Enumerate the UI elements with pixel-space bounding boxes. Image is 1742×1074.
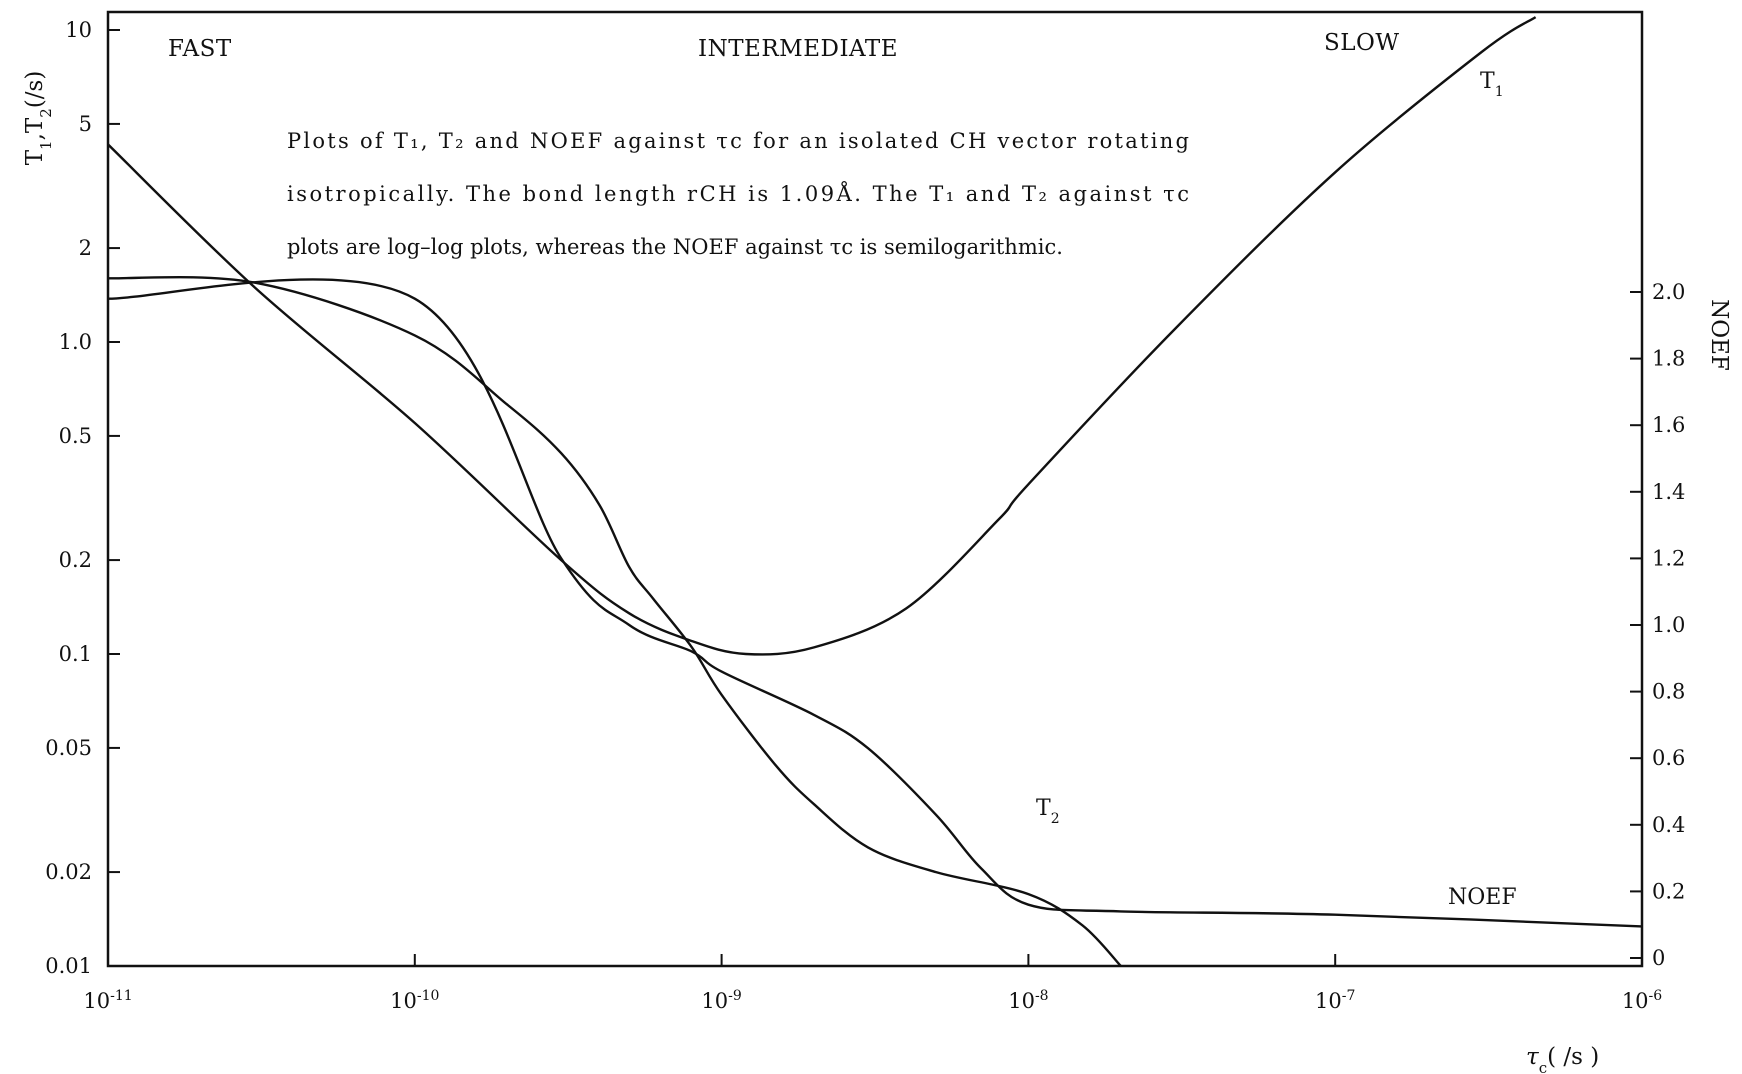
region-label-intermediate: INTERMEDIATE bbox=[698, 36, 898, 62]
y2-tick-label: 0 bbox=[1652, 946, 1665, 970]
x-axis-title-sub: c bbox=[1539, 1059, 1547, 1074]
y2-tick-label: 0.6 bbox=[1652, 746, 1685, 770]
y2-tick-label: 1.4 bbox=[1652, 480, 1685, 504]
x-tick-label: 10-11 bbox=[83, 988, 132, 1013]
y2-tick-label: 1.0 bbox=[1652, 613, 1685, 637]
y-tick-label: 0.1 bbox=[59, 642, 92, 666]
x-tick-label: 10-6 bbox=[1622, 988, 1662, 1013]
series-label-layer: T1 T2 NOEF bbox=[1036, 69, 1517, 910]
y-tick-label: 0.02 bbox=[45, 860, 92, 884]
y-axis-title-sub: 1 bbox=[37, 140, 55, 150]
y2-tick-label: 1.2 bbox=[1652, 546, 1685, 570]
series-label-noef: NOEF bbox=[1448, 885, 1517, 910]
y2-axis-title: NOEF bbox=[1706, 299, 1732, 371]
series-line-noef bbox=[108, 278, 1642, 928]
y-axis-title-part: T bbox=[22, 149, 48, 165]
y2-tick-label: 1.6 bbox=[1652, 413, 1685, 437]
x-axis-title-symbol: τ bbox=[1526, 1044, 1540, 1070]
y-tick-label: 0.01 bbox=[45, 954, 92, 978]
y2-tick-label: 0.2 bbox=[1652, 879, 1685, 903]
x-tick-label: 10-9 bbox=[701, 988, 741, 1013]
y-tick-label: 1.0 bbox=[59, 330, 92, 354]
caption-line-1: Plots of T₁, T₂ and NOEF against τc for … bbox=[287, 129, 1189, 153]
y-tick-label: 0.2 bbox=[59, 548, 92, 572]
x-tick-label: 10-7 bbox=[1315, 988, 1355, 1013]
series-line-t1 bbox=[108, 16, 1537, 656]
y2-tick-label: 2.0 bbox=[1652, 280, 1685, 304]
y-tick-label: 5 bbox=[79, 112, 92, 136]
y-tick-label: 10 bbox=[65, 18, 92, 42]
y-tick-label: 0.5 bbox=[59, 424, 92, 448]
y2-tick-label: 0.4 bbox=[1652, 813, 1685, 837]
x-tick-label: 10-8 bbox=[1008, 988, 1048, 1013]
caption-line-3: plots are log–log plots, whereas the NOE… bbox=[287, 235, 1063, 259]
series-layer bbox=[108, 16, 1642, 966]
series-label-t1: T1 bbox=[1480, 69, 1504, 100]
series-label-t2: T2 bbox=[1036, 796, 1060, 827]
y2-tick-label: 0.8 bbox=[1652, 680, 1685, 704]
y-tick-label: 0.05 bbox=[45, 736, 92, 760]
plot-frame bbox=[106, 10, 1644, 968]
series-line-t2 bbox=[108, 275, 1122, 966]
x-tick-label: 10-10 bbox=[390, 988, 439, 1013]
y2-tick-label: 1.8 bbox=[1652, 347, 1685, 371]
y-tick-label: 2 bbox=[79, 236, 92, 260]
x-axis-title: τc( /s ) bbox=[1526, 1044, 1599, 1074]
caption-line-2: isotropically. The bond length rCH is 1.… bbox=[287, 181, 1189, 206]
y-axis-title-part: (/s) bbox=[22, 71, 48, 109]
x-axis-title-rest: ( /s ) bbox=[1547, 1044, 1599, 1070]
y-axis-title-part: ,T bbox=[22, 117, 48, 140]
y-axis-title: T1,T2(/s) bbox=[22, 71, 55, 166]
region-label-slow: SLOW bbox=[1324, 30, 1400, 56]
region-label-fast: FAST bbox=[168, 36, 232, 62]
ticks-layer: 10-11 10-10 10-9 10-8 10-7 10-6 10 5 2 1.0 0.5 0.2 0… bbox=[45, 18, 1685, 1013]
y-axis-title-sub: 2 bbox=[37, 108, 55, 118]
